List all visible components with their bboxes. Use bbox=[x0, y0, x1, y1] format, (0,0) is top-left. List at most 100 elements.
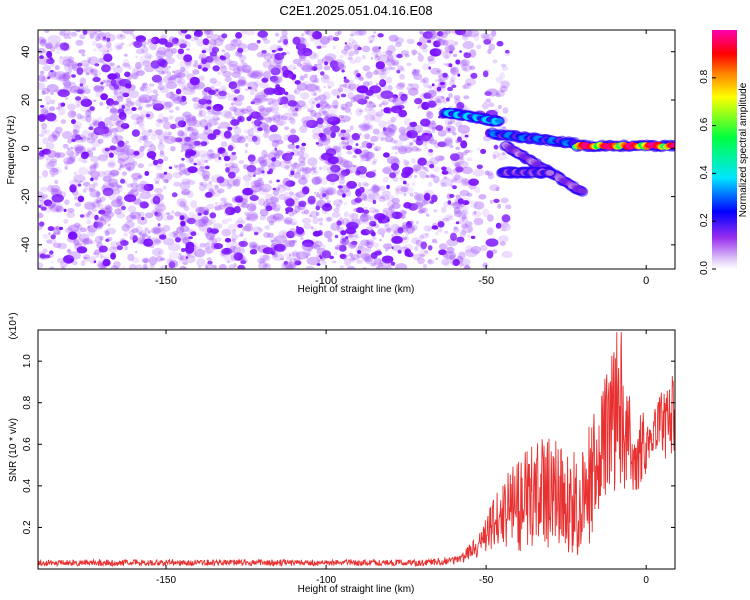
noise-blob bbox=[42, 137, 49, 145]
noise-blob bbox=[168, 109, 174, 113]
noise-blob bbox=[278, 121, 285, 126]
noise-blob bbox=[82, 181, 91, 187]
noise-blob bbox=[227, 126, 233, 131]
noise-blob bbox=[298, 200, 307, 207]
signal-track bbox=[496, 166, 557, 179]
noise-blob bbox=[301, 48, 313, 57]
noise-blob bbox=[473, 33, 480, 42]
noise-blob bbox=[204, 56, 214, 63]
noise-blob bbox=[226, 241, 239, 249]
noise-blob bbox=[66, 249, 72, 254]
noise-blob bbox=[176, 198, 187, 207]
noise-blob bbox=[223, 200, 228, 206]
noise-blob bbox=[301, 142, 307, 147]
noise-blob bbox=[288, 257, 299, 267]
noise-blob bbox=[179, 69, 189, 78]
noise-blob bbox=[301, 217, 312, 224]
noise-blob bbox=[62, 143, 69, 149]
noise-blob bbox=[346, 145, 353, 151]
noise-blob bbox=[231, 71, 241, 78]
noise-blob bbox=[501, 250, 513, 259]
noise-blob bbox=[127, 44, 132, 47]
noise-blob bbox=[448, 44, 456, 52]
noise-blob bbox=[150, 90, 154, 93]
noise-blob bbox=[460, 140, 468, 149]
noise-blob bbox=[441, 166, 448, 173]
noise-blob bbox=[248, 115, 253, 119]
noise-blob bbox=[319, 187, 326, 194]
noise-blob bbox=[118, 111, 127, 120]
spectrogram-xlabel: Height of straight line (km) bbox=[298, 284, 415, 295]
noise-blob bbox=[295, 145, 300, 149]
colorbar-tick-label: 0.2 bbox=[699, 213, 710, 227]
noise-blob bbox=[178, 131, 188, 139]
noise-blob bbox=[229, 42, 241, 50]
noise-blob bbox=[412, 52, 416, 57]
noise-blob bbox=[38, 222, 43, 231]
noise-blob bbox=[286, 218, 298, 226]
noise-blob bbox=[254, 189, 258, 193]
noise-blob bbox=[282, 261, 289, 266]
noise-blob bbox=[314, 63, 323, 71]
noise-blob bbox=[233, 206, 241, 214]
noise-blob bbox=[459, 50, 462, 53]
noise-blob bbox=[287, 73, 293, 79]
noise-blob bbox=[75, 104, 81, 108]
noise-blob bbox=[428, 66, 432, 70]
noise-blob bbox=[168, 259, 174, 263]
noise-blob bbox=[244, 135, 248, 139]
noise-blob bbox=[218, 90, 227, 97]
noise-blob bbox=[208, 180, 212, 185]
noise-blob bbox=[113, 133, 118, 138]
noise-blob bbox=[141, 130, 152, 137]
snr-chart: -150 -100 -50 00.20.40.60.81.0 Height of st… bbox=[8, 312, 676, 595]
noise-blob bbox=[460, 209, 469, 215]
noise-blob bbox=[315, 142, 319, 145]
noise-blob bbox=[58, 56, 71, 65]
noise-blob bbox=[168, 65, 171, 69]
noise-blob bbox=[402, 180, 407, 185]
noise-blob bbox=[277, 187, 281, 191]
noise-blob bbox=[348, 252, 353, 257]
noise-blob bbox=[374, 148, 379, 152]
noise-blob bbox=[191, 128, 199, 136]
noise-blob bbox=[325, 114, 334, 123]
noise-blob bbox=[93, 260, 97, 264]
noise-blob bbox=[343, 45, 351, 51]
noise-blob bbox=[107, 46, 113, 52]
noise-blob bbox=[431, 194, 438, 203]
noise-blob bbox=[423, 142, 428, 146]
noise-blob bbox=[197, 160, 202, 166]
noise-blob bbox=[418, 30, 424, 35]
noise-blob bbox=[56, 231, 61, 236]
noise-blob bbox=[338, 87, 344, 93]
noise-blob bbox=[93, 48, 97, 52]
noise-blob bbox=[309, 214, 312, 217]
noise-blob bbox=[301, 172, 310, 180]
noise-blob bbox=[332, 36, 340, 42]
noise-blob bbox=[160, 257, 166, 261]
noise-blob bbox=[409, 142, 413, 146]
noise-blob bbox=[136, 70, 145, 76]
noise-blob bbox=[180, 149, 184, 153]
noise-blob bbox=[426, 30, 438, 39]
noise-blob bbox=[93, 162, 98, 167]
noise-blob bbox=[76, 89, 84, 95]
noise-blob bbox=[111, 136, 119, 145]
noise-blob bbox=[221, 33, 228, 39]
noise-blob bbox=[231, 126, 235, 130]
noise-blob bbox=[487, 214, 494, 222]
noise-blob bbox=[86, 137, 96, 144]
noise-blob bbox=[341, 49, 348, 55]
noise-blob bbox=[62, 55, 73, 63]
noise-blob bbox=[117, 109, 121, 114]
noise-blob bbox=[39, 51, 46, 57]
noise-blob bbox=[221, 219, 229, 225]
noise-blob bbox=[45, 142, 55, 150]
noise-blob bbox=[163, 132, 169, 140]
noise-blob bbox=[322, 165, 329, 171]
noise-blob bbox=[87, 170, 93, 175]
noise-blob bbox=[206, 122, 212, 129]
noise-blob bbox=[360, 213, 372, 222]
noise-blob bbox=[348, 50, 354, 57]
